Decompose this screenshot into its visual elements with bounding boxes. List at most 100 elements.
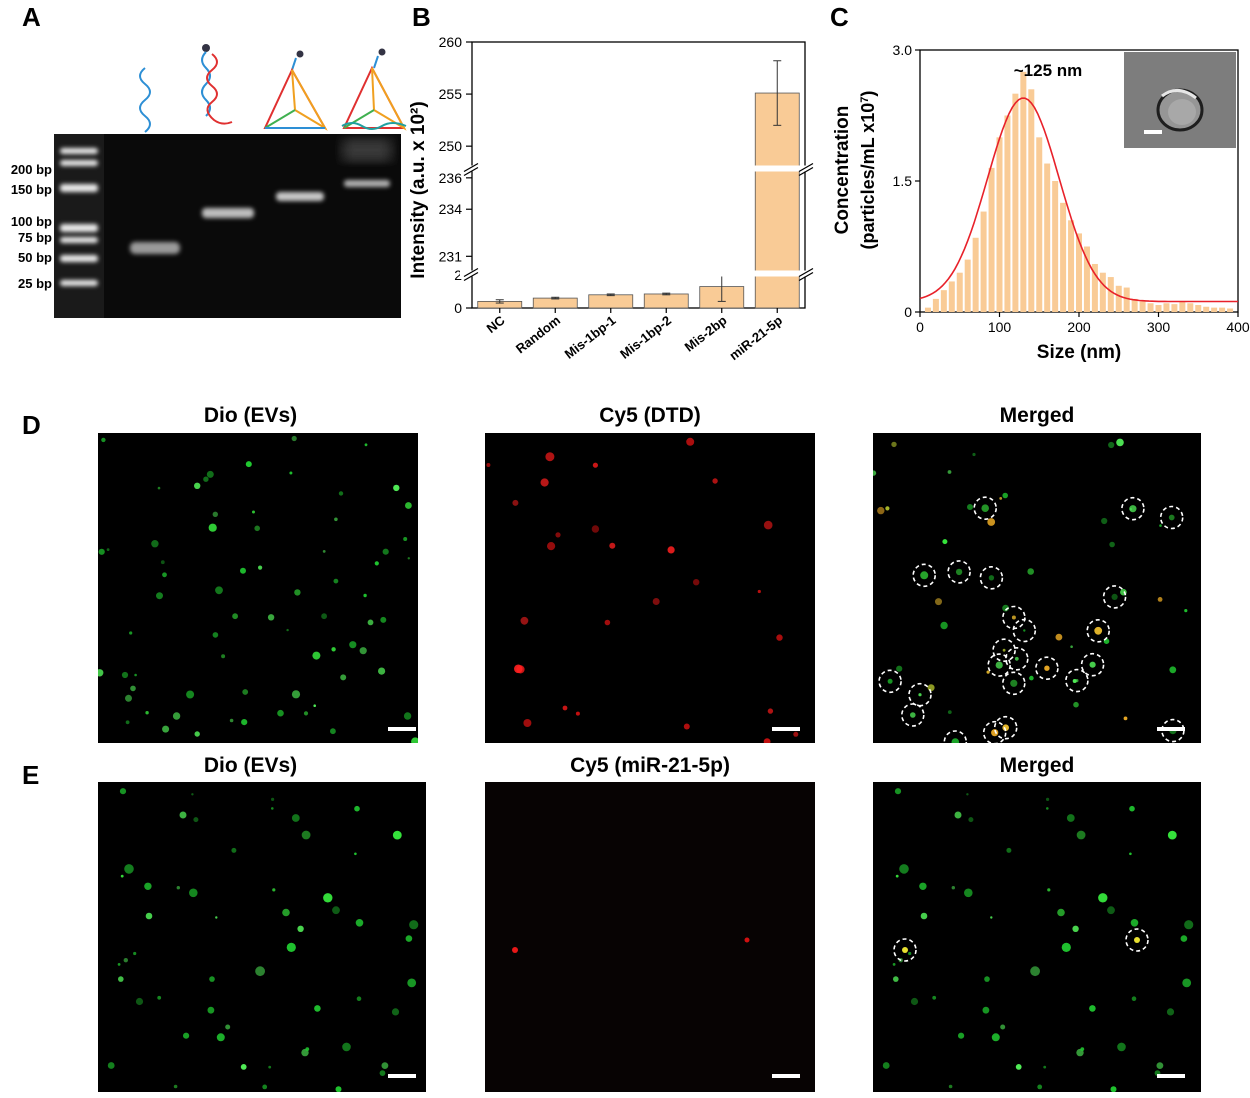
microscopy-image-merged-e xyxy=(873,782,1201,1093)
fluorescent-spot xyxy=(966,793,969,796)
colocalization-circle xyxy=(973,496,997,520)
colocalization-circle xyxy=(1080,652,1105,677)
fluorescent-spot xyxy=(592,462,598,468)
fluorescent-spot xyxy=(391,1008,400,1016)
fluorescent-spot xyxy=(314,1005,321,1012)
fluorescent-spot xyxy=(1169,666,1177,674)
fluorescent-spot xyxy=(124,864,134,874)
fluorescent-spot xyxy=(1167,830,1177,840)
image-title-merged: Merged xyxy=(999,404,1075,427)
scale-bar xyxy=(1157,727,1185,731)
image-title-dio: Dio (EVs) xyxy=(203,404,298,427)
fluorescent-spot xyxy=(363,593,367,598)
axis-break-gap xyxy=(460,270,810,277)
fluorescent-spot xyxy=(374,561,379,566)
fluorescent-spot xyxy=(896,665,903,672)
gaussian-fit-curve xyxy=(919,97,1238,303)
fluorescent-spot xyxy=(212,632,219,638)
y-axis-label-line1: Concentration xyxy=(832,106,853,235)
microscopy-image-dio-evs xyxy=(96,433,420,746)
fluorescent-spot xyxy=(927,684,935,692)
fluorescent-spot xyxy=(330,728,336,735)
dna-structure-icons xyxy=(139,44,407,133)
single-strand-icon xyxy=(139,67,151,133)
fluorescent-spot xyxy=(991,1033,1000,1042)
fluorescent-spot xyxy=(338,491,344,496)
intensity-chart: Intensity (a.u. x 10²) 0 2 231 234 236 250 255… xyxy=(408,34,814,364)
fluorescent-spot xyxy=(331,647,336,652)
fluorescent-spot xyxy=(967,504,973,510)
tem-inset xyxy=(1124,52,1236,148)
colocalization-circle xyxy=(1002,605,1026,630)
fluorescent-spot xyxy=(686,437,695,446)
fluorescent-spot xyxy=(951,738,960,746)
scale-bar xyxy=(388,1074,416,1078)
fluorescent-spot xyxy=(512,947,518,953)
fluorescent-spot xyxy=(877,506,885,515)
y-tick-label: 260 xyxy=(439,34,463,50)
x-tick-label: 0 xyxy=(916,319,924,335)
x-tick-label: 100 xyxy=(988,319,1012,335)
colocalization-circle xyxy=(1102,585,1127,609)
panel-label-e: E xyxy=(22,760,40,790)
microscopy-image-cy5-dtd xyxy=(485,433,815,745)
fluorescent-spot xyxy=(1057,908,1065,917)
fluorescent-spot xyxy=(1047,888,1051,892)
histogram-bar xyxy=(1139,301,1146,312)
fluorescent-spot xyxy=(392,830,402,840)
fluorescent-spot xyxy=(367,619,374,626)
fluorescent-spot xyxy=(186,690,195,699)
fluorescent-spot xyxy=(486,463,491,467)
fluorescent-spot xyxy=(356,996,362,1001)
merged-particles xyxy=(882,788,1194,1093)
fluorescent-spot xyxy=(1073,701,1079,708)
histogram-bar xyxy=(1004,115,1011,312)
bar xyxy=(532,297,578,309)
fluorescent-spot xyxy=(958,1032,965,1039)
y-tick-label: 255 xyxy=(439,86,463,102)
fluorescent-spot xyxy=(1094,626,1103,635)
fluorescent-spot xyxy=(355,919,364,927)
fluorescent-spot xyxy=(203,476,209,482)
fluorescent-spot xyxy=(512,499,519,506)
sample-bands xyxy=(130,138,392,254)
green-particles xyxy=(96,435,420,746)
histogram-bar xyxy=(964,259,971,312)
fluorescent-spot xyxy=(1098,893,1108,903)
ladder-labels: 200 bp 150 bp 100 bp 75 bp 50 bp 25 bp xyxy=(0,130,52,320)
fluorescent-spot xyxy=(125,720,130,725)
fluorescent-spot xyxy=(183,1032,190,1039)
histogram-bar xyxy=(988,167,995,312)
histogram-bar xyxy=(1012,93,1019,312)
fluorescent-spot xyxy=(172,712,181,720)
colocalization-circle xyxy=(992,638,1016,662)
histogram-bar xyxy=(1044,163,1051,312)
fluorescent-spot xyxy=(1046,807,1049,810)
fluorescent-spot xyxy=(322,550,326,553)
fluorescent-spot xyxy=(323,893,333,903)
fluorescent-spot xyxy=(1076,830,1086,840)
fluorescent-spot xyxy=(891,441,897,448)
colocalization-circle xyxy=(878,669,902,694)
image-title-cy5: Cy5 (DTD) xyxy=(599,404,701,427)
histogram-bar xyxy=(1036,137,1043,312)
fluorescent-spot xyxy=(1159,524,1162,527)
x-tick-label: NC xyxy=(484,312,509,336)
fluorescent-spot xyxy=(1066,814,1075,822)
fluorescent-spot xyxy=(514,664,523,674)
x-tick-label: miR-21-5p xyxy=(726,313,785,364)
fluorescent-spot xyxy=(604,619,611,626)
fluorescent-spot xyxy=(129,631,133,635)
fluorescent-spot xyxy=(241,719,248,726)
histogram-bar xyxy=(1187,303,1194,312)
fluorescent-spot xyxy=(1131,996,1137,1001)
fluorescent-spot xyxy=(206,470,214,478)
fluorescent-spot xyxy=(242,689,249,695)
y-tick-label: 2 xyxy=(454,267,462,283)
fluorescent-spot xyxy=(1000,1024,1006,1030)
fluorescent-spot xyxy=(359,647,367,655)
fluorescent-spot xyxy=(942,539,948,545)
fluorescent-spot xyxy=(189,888,198,898)
fluorescent-spot xyxy=(757,589,761,594)
fluorescent-spot xyxy=(1111,593,1118,600)
